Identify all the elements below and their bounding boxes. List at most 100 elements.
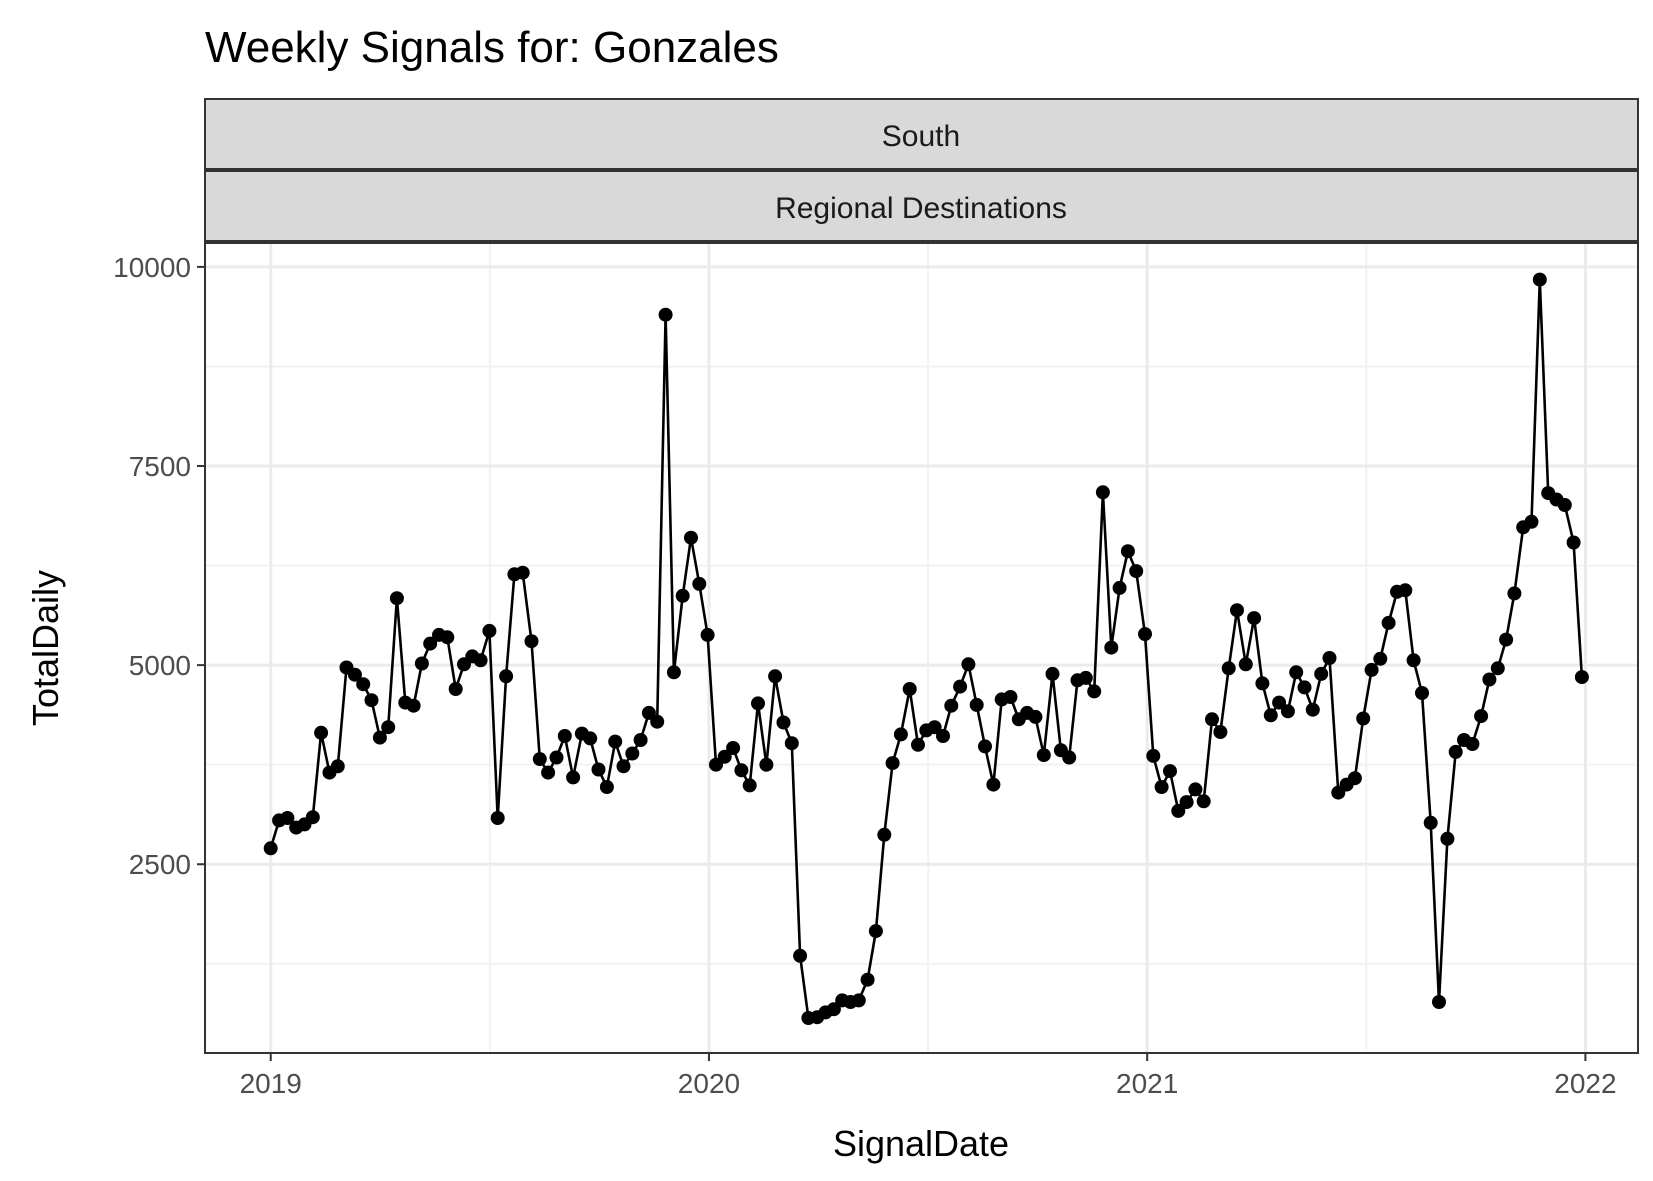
facet-strip-region [204, 98, 1639, 170]
data-point [851, 993, 866, 1008]
data-point [1179, 795, 1194, 810]
data-point [557, 729, 572, 743]
data-point [953, 679, 968, 694]
data-point [515, 565, 530, 580]
data-point [591, 762, 606, 777]
data-point [893, 727, 908, 742]
data-point [314, 725, 329, 740]
data-point [1138, 627, 1152, 642]
data-point [1322, 651, 1337, 665]
data-point [1230, 603, 1244, 618]
data-point [1272, 695, 1287, 710]
data-point [1574, 670, 1589, 685]
data-point [641, 705, 656, 720]
data-point [877, 827, 892, 842]
data-point [936, 729, 950, 743]
data-point [330, 759, 345, 774]
x-tick-label: 2019 [240, 1068, 302, 1099]
data-point [1036, 748, 1051, 763]
data-point [944, 698, 959, 713]
facet-strip-category [204, 170, 1639, 242]
data-point [1213, 725, 1228, 739]
data-point [751, 696, 765, 711]
data-point [1305, 702, 1320, 717]
data-point [860, 972, 875, 987]
data-point [1112, 580, 1127, 595]
data-point [448, 682, 463, 696]
data-point [541, 765, 556, 780]
data-point [1221, 661, 1236, 676]
data-point [666, 665, 681, 680]
data-point [684, 530, 698, 545]
data-point [1423, 815, 1438, 830]
data-point [1356, 711, 1371, 726]
data-point [1120, 544, 1135, 559]
data-point [356, 677, 371, 692]
data-point [650, 714, 665, 729]
data-point [978, 739, 992, 754]
data-point [1314, 666, 1329, 681]
data-point [1465, 737, 1480, 751]
data-point [868, 924, 883, 939]
x-tick-label: 2020 [678, 1068, 740, 1099]
data-point [759, 757, 774, 772]
data-point [1524, 514, 1539, 529]
data-point [986, 777, 1001, 792]
data-point [566, 770, 581, 785]
x-tick-label: 2022 [1554, 1068, 1616, 1099]
data-point [625, 746, 640, 761]
data-point [633, 733, 648, 747]
data-point [969, 697, 984, 712]
data-point [549, 750, 564, 765]
data-point [1078, 670, 1093, 685]
data-point [1532, 272, 1547, 287]
data-point [1398, 583, 1413, 598]
data-point [608, 734, 623, 749]
y-tick-label: 7500 [129, 451, 191, 482]
plot-panel [205, 243, 1638, 1053]
data-point [482, 623, 497, 638]
data-point [700, 627, 715, 642]
data-point [734, 763, 749, 778]
y-axis-title: TotalDaily [25, 570, 66, 726]
x-axis-title: SignalDate [833, 1123, 1009, 1164]
data-point [1104, 640, 1119, 655]
data-point [1280, 704, 1295, 719]
chart-title: Weekly Signals for: Gonzales [205, 23, 779, 72]
data-point [364, 693, 379, 708]
y-tick-label: 2500 [129, 849, 191, 880]
data-point [414, 656, 429, 671]
data-point [1381, 615, 1396, 630]
data-point [1154, 780, 1169, 794]
data-point [599, 780, 614, 794]
data-point [1205, 712, 1219, 727]
data-point [658, 307, 673, 322]
data-point [1247, 611, 1262, 626]
data-point [1482, 672, 1497, 687]
data-point [1263, 708, 1278, 723]
data-point [1028, 709, 1043, 724]
data-point [742, 778, 757, 793]
data-point [1163, 764, 1177, 779]
data-point [1289, 665, 1304, 680]
data-point [784, 736, 799, 751]
data-point [776, 715, 791, 730]
data-point [793, 948, 808, 963]
data-point [305, 810, 320, 825]
data-point [280, 811, 295, 825]
x-tick-label: 2021 [1116, 1068, 1178, 1099]
y-tick-label: 10000 [113, 252, 191, 283]
data-point [490, 811, 505, 825]
data-point [1062, 750, 1077, 765]
data-point [423, 636, 438, 651]
data-point [1373, 651, 1388, 666]
data-point [1238, 657, 1253, 672]
data-point [1095, 485, 1110, 500]
data-point [927, 720, 942, 735]
data-point [583, 731, 598, 746]
panel-border [204, 242, 1639, 1054]
data-point [1045, 666, 1060, 681]
data-point [1188, 782, 1203, 797]
